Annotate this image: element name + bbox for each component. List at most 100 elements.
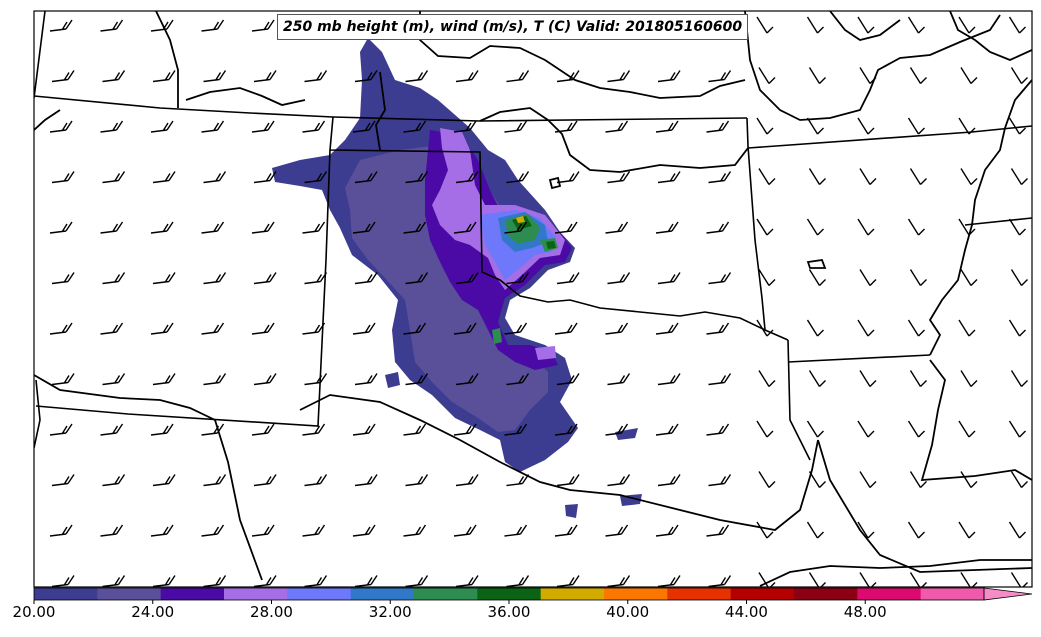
wind-barb xyxy=(251,221,275,234)
wind-barb xyxy=(607,474,631,487)
wind-barb xyxy=(907,117,925,135)
shade-layer-34b xyxy=(546,241,556,249)
wind-barb xyxy=(857,521,875,539)
wind-barb xyxy=(1010,471,1028,488)
wind-barb xyxy=(304,373,328,386)
wind-barb xyxy=(706,221,730,234)
wind-barb xyxy=(251,423,275,436)
wind-barb xyxy=(405,373,429,386)
wind-barb xyxy=(857,16,875,34)
colorbar-swatch xyxy=(287,588,352,600)
wind-barb xyxy=(960,168,978,185)
wind-barb xyxy=(506,70,530,83)
map-title: 250 mb height (m), wind (m/s), T (C) Val… xyxy=(277,14,749,40)
wind-barb xyxy=(152,474,176,487)
wind-barb xyxy=(504,221,528,234)
wind-barb xyxy=(304,575,328,587)
colorbar-swatch xyxy=(350,588,415,600)
rivers-and-coast xyxy=(34,11,1032,587)
wind-barb xyxy=(708,575,732,587)
wind-barb xyxy=(504,322,528,335)
wind-barb xyxy=(504,524,528,537)
wind-barb xyxy=(51,474,75,487)
wind-barb xyxy=(605,423,629,436)
wind-barb xyxy=(556,70,580,83)
wind-barb xyxy=(758,67,776,84)
wind-barb xyxy=(253,575,277,587)
wind-barb xyxy=(706,524,730,537)
wind-barb xyxy=(100,423,124,436)
wind-barb xyxy=(51,272,75,285)
wind-barb xyxy=(960,67,978,84)
wind-barb xyxy=(253,272,277,285)
wind-barb xyxy=(152,575,176,587)
wind-barb xyxy=(706,423,730,436)
wind-barb xyxy=(49,19,73,32)
colorbar-swatch xyxy=(224,588,288,600)
wind-barb xyxy=(1008,420,1026,438)
wind-barb xyxy=(1010,370,1028,387)
wind-barb xyxy=(100,19,124,32)
wind-barb xyxy=(253,171,277,184)
wind-barb xyxy=(455,474,479,487)
wind-barb xyxy=(808,370,826,387)
wind-barb xyxy=(1008,117,1026,135)
wind-barb xyxy=(1010,67,1028,84)
wind-barb xyxy=(859,269,877,286)
colorbar-swatch xyxy=(34,588,98,600)
wind-barb xyxy=(1010,572,1028,587)
wind-barb xyxy=(806,319,824,337)
wind-barb xyxy=(655,120,679,133)
wind-barb xyxy=(201,322,225,335)
map-frame xyxy=(33,10,1033,588)
wind-barb xyxy=(958,521,976,539)
wind-barb xyxy=(806,521,824,539)
wind-barb xyxy=(958,218,976,236)
wind-barb xyxy=(506,272,530,285)
wind-barb xyxy=(403,423,427,436)
wind-barb xyxy=(708,70,732,83)
shade-layer-20e xyxy=(565,504,578,518)
wind-barb xyxy=(51,575,75,587)
wind-barb xyxy=(504,423,528,436)
wind-barb xyxy=(504,120,528,133)
wind-barb xyxy=(201,524,225,537)
shade-layer-32c xyxy=(492,328,502,344)
wind-barb xyxy=(909,370,927,387)
wind-barb xyxy=(506,171,530,184)
wind-barb xyxy=(808,67,826,84)
wind-barb xyxy=(758,471,776,488)
wind-barb xyxy=(607,272,631,285)
wind-barb xyxy=(556,575,580,587)
wind-barb xyxy=(554,322,578,335)
wind-barb xyxy=(152,373,176,386)
wind-barb xyxy=(302,221,326,234)
wind-barb xyxy=(958,420,976,438)
wind-barb xyxy=(51,70,75,83)
wind-barb xyxy=(657,474,681,487)
wind-barb xyxy=(506,575,530,587)
wind-barb xyxy=(251,322,275,335)
wind-barb xyxy=(758,168,776,185)
colorbar-swatch xyxy=(857,588,922,600)
wind-barb xyxy=(556,272,580,285)
wind-barb xyxy=(655,322,679,335)
colorbar-tick-label: 28.00 xyxy=(250,603,293,621)
wind-barb xyxy=(909,572,927,587)
colorbar xyxy=(33,587,1033,604)
wind-barb xyxy=(554,524,578,537)
wind-barb xyxy=(605,322,629,335)
wind-barb xyxy=(453,423,477,436)
wind-barb xyxy=(100,221,124,234)
wind-barb xyxy=(152,272,176,285)
wind-barb xyxy=(756,117,774,135)
wind-barb xyxy=(808,572,826,587)
wind-barb xyxy=(304,70,328,83)
wind-barb xyxy=(100,322,124,335)
wind-barb xyxy=(203,474,227,487)
wind-barb xyxy=(405,272,429,285)
shade-layer-36 xyxy=(516,216,525,223)
wind-barb xyxy=(302,524,326,537)
wind-barb xyxy=(708,474,732,487)
wind-barb xyxy=(857,420,875,438)
